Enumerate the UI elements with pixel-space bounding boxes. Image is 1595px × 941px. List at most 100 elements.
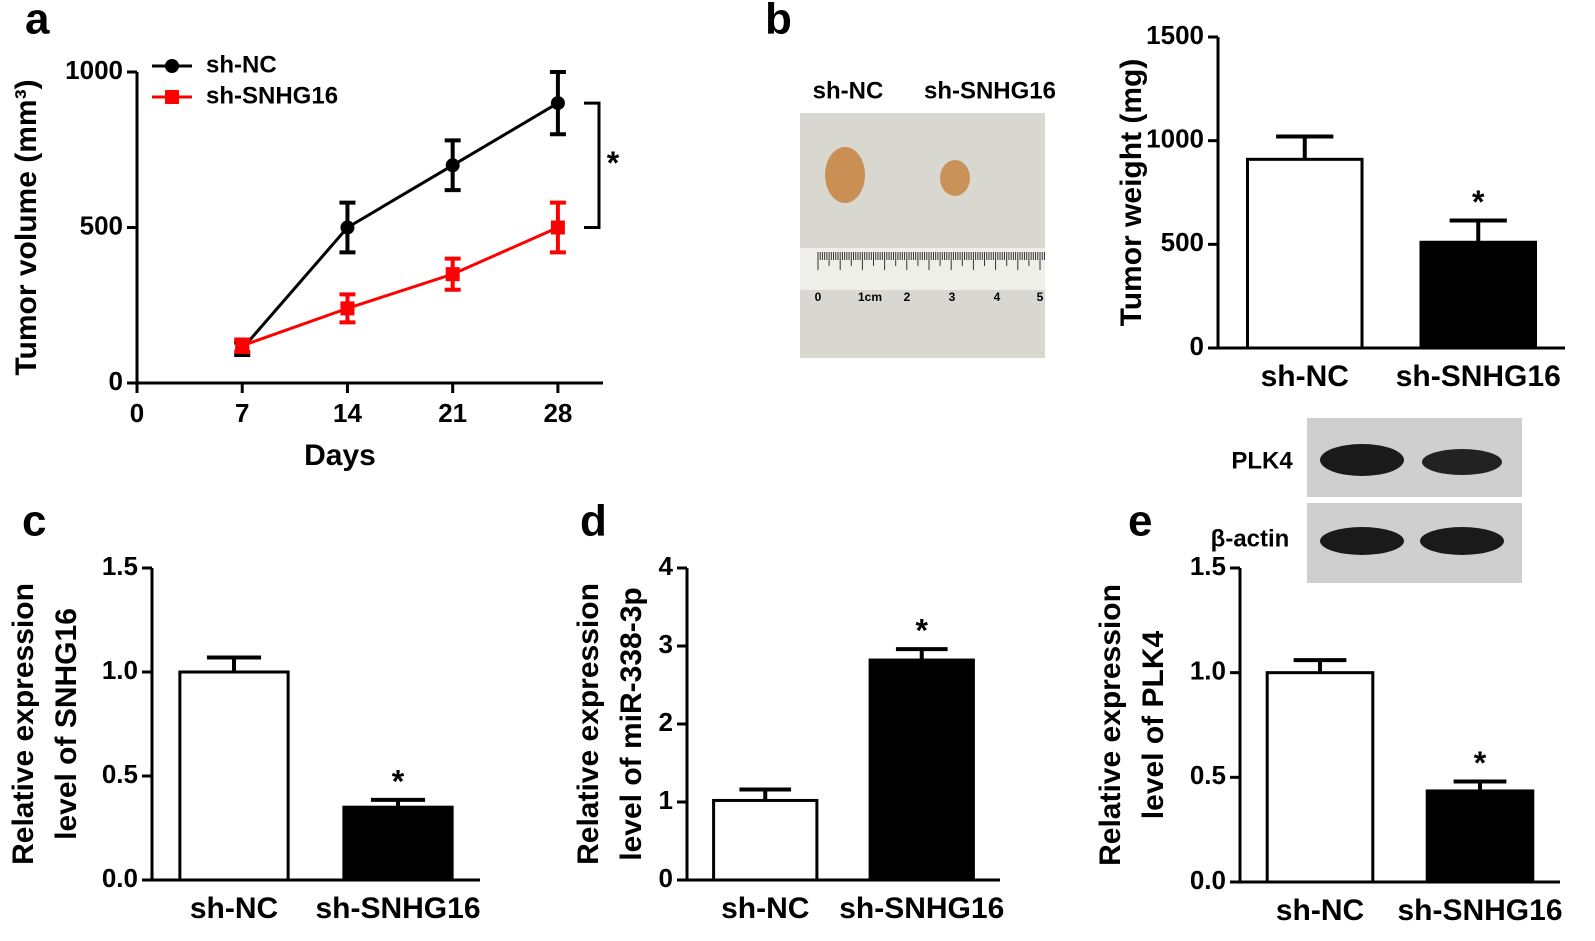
ruler-label: 1cm xyxy=(858,290,882,304)
ruler-label: 2 xyxy=(904,290,911,304)
photo-label: sh-SNHG16 xyxy=(924,77,1056,104)
y-axis-label: Relative expression xyxy=(572,583,605,865)
legend-label: sh-NC xyxy=(206,51,277,78)
x-tick-label: 7 xyxy=(235,398,249,428)
ruler-label: 3 xyxy=(949,290,956,304)
x-tick-label: 21 xyxy=(438,398,467,428)
bar xyxy=(1419,240,1538,350)
significance-bracket xyxy=(584,101,601,229)
y-tick-label: 1.0 xyxy=(1190,656,1226,686)
significance-label: * xyxy=(1474,745,1487,781)
y-tick-label: 1000 xyxy=(1146,124,1204,154)
marker xyxy=(340,220,355,235)
error-bar xyxy=(1453,779,1507,791)
error-bar xyxy=(1293,658,1347,673)
blot-band xyxy=(1320,444,1404,476)
x-tick-label: sh-NC xyxy=(190,892,278,925)
x-tick-label: sh-NC xyxy=(1276,894,1364,927)
y-axis-label: level of SNHG16 xyxy=(50,608,83,840)
y-tick-label: 3 xyxy=(659,629,673,659)
y-axis-label: Tumor weight (mg) xyxy=(1115,59,1148,327)
tumor xyxy=(825,147,865,203)
error-bar xyxy=(1449,218,1507,243)
marker xyxy=(445,267,460,282)
tumor-photo: sh-NC sh-SNHG16 0 1cm 2 3 4 5 xyxy=(800,77,1056,358)
blot-label: β-actin xyxy=(1211,525,1290,552)
x-tick-label: sh-NC xyxy=(721,892,809,925)
error-bar xyxy=(739,787,792,801)
y-tick-label: 0.5 xyxy=(1190,760,1226,790)
y-axis-label: Relative expression xyxy=(1094,584,1127,866)
legend-label: sh-SNHG16 xyxy=(206,82,338,109)
y-tick-label: 0.0 xyxy=(102,863,138,893)
y-tick-label: 0 xyxy=(1190,331,1204,361)
y-axis-label: Tumor volume (mm³) xyxy=(10,79,43,375)
bar xyxy=(868,658,975,882)
ruler-label: 4 xyxy=(994,290,1001,304)
y-tick-label: 0 xyxy=(659,863,673,893)
series-line xyxy=(241,101,559,350)
panel-letter: e xyxy=(1128,497,1152,546)
x-tick-label: 28 xyxy=(543,398,572,428)
legend-marker xyxy=(165,90,179,104)
y-tick-label: 1500 xyxy=(1146,20,1204,50)
x-axis-label: Days xyxy=(304,439,376,472)
significance-label: * xyxy=(916,613,929,649)
y-tick-label: 1.5 xyxy=(102,551,138,581)
y-tick-label: 1000 xyxy=(65,55,123,85)
error-bar xyxy=(1276,134,1334,160)
y-tick-label: 4 xyxy=(659,551,674,581)
bar xyxy=(342,805,454,882)
x-tick-label: sh-SNHG16 xyxy=(1397,894,1562,927)
significance-label: * xyxy=(392,763,405,799)
panel-letter: d xyxy=(580,497,607,546)
y-tick-label: 0.0 xyxy=(1190,865,1226,895)
ruler-ticks xyxy=(817,252,1045,270)
legend-marker xyxy=(165,59,179,73)
panel-letter: c xyxy=(22,497,46,546)
bar xyxy=(712,798,819,882)
significance-label: * xyxy=(1472,184,1485,220)
y-axis-label: level of miR-338-3p xyxy=(615,587,648,860)
y-tick-label: 0 xyxy=(109,366,123,396)
blot-band xyxy=(1320,527,1404,555)
photo-label: sh-NC xyxy=(813,77,884,104)
x-tick-label: sh-SNHG16 xyxy=(315,892,480,925)
blot-band xyxy=(1420,527,1504,555)
marker xyxy=(235,338,250,353)
significance-label: * xyxy=(607,145,620,181)
error-bar xyxy=(895,647,948,661)
series-line xyxy=(241,226,559,348)
x-tick-label: sh-SNHG16 xyxy=(1396,360,1561,393)
x-tick-label: 14 xyxy=(333,398,362,428)
marker xyxy=(550,96,565,111)
x-tick-label: sh-NC xyxy=(1261,360,1349,393)
x-tick-label: sh-SNHG16 xyxy=(839,892,1004,925)
marker xyxy=(550,220,565,235)
y-tick-label: 2 xyxy=(659,707,673,737)
panel-letter: a xyxy=(25,0,50,44)
bar xyxy=(1425,789,1535,884)
bar xyxy=(1265,671,1375,884)
y-tick-label: 500 xyxy=(80,210,123,240)
blot-label: PLK4 xyxy=(1231,447,1293,474)
y-tick-label: 0.5 xyxy=(102,759,138,789)
x-tick-label: 0 xyxy=(130,398,144,428)
y-tick-label: 1.5 xyxy=(1190,551,1226,581)
blot-band xyxy=(1422,449,1502,475)
tumor xyxy=(940,160,970,196)
y-tick-label: 1 xyxy=(659,785,673,815)
y-tick-label: 500 xyxy=(1161,227,1204,257)
y-axis-label: level of PLK4 xyxy=(1137,630,1170,819)
y-axis-label: Relative expression xyxy=(7,583,40,865)
ruler-label: 0 xyxy=(815,290,822,304)
bar xyxy=(178,670,290,882)
y-tick-label: 1.0 xyxy=(102,655,138,685)
error-bar xyxy=(206,655,262,672)
ruler-label: 5 xyxy=(1037,290,1044,304)
bar xyxy=(1245,157,1364,350)
marker xyxy=(445,158,460,173)
marker xyxy=(340,301,355,316)
western-blot: PLK4 β-actin xyxy=(1211,418,1522,583)
